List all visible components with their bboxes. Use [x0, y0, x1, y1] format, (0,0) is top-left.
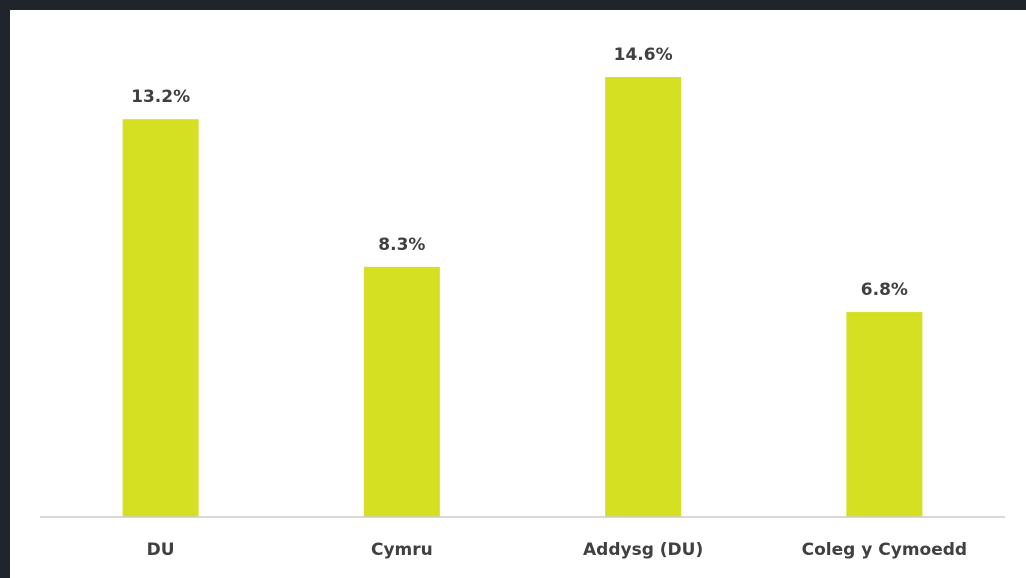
x-tick-label: Coleg y Cymoedd	[802, 540, 967, 560]
bar	[363, 266, 440, 517]
bar	[605, 77, 682, 517]
bar	[122, 119, 199, 518]
x-tick-label: Addysg (DU)	[583, 540, 703, 560]
x-tick-label: DU	[147, 540, 175, 560]
value-label: 6.8%	[861, 280, 908, 300]
x-tick-label: Cymru	[371, 540, 433, 560]
value-label: 13.2%	[131, 87, 190, 107]
value-label: 8.3%	[378, 235, 425, 255]
bar	[846, 312, 923, 517]
value-label: 14.6%	[614, 45, 673, 65]
